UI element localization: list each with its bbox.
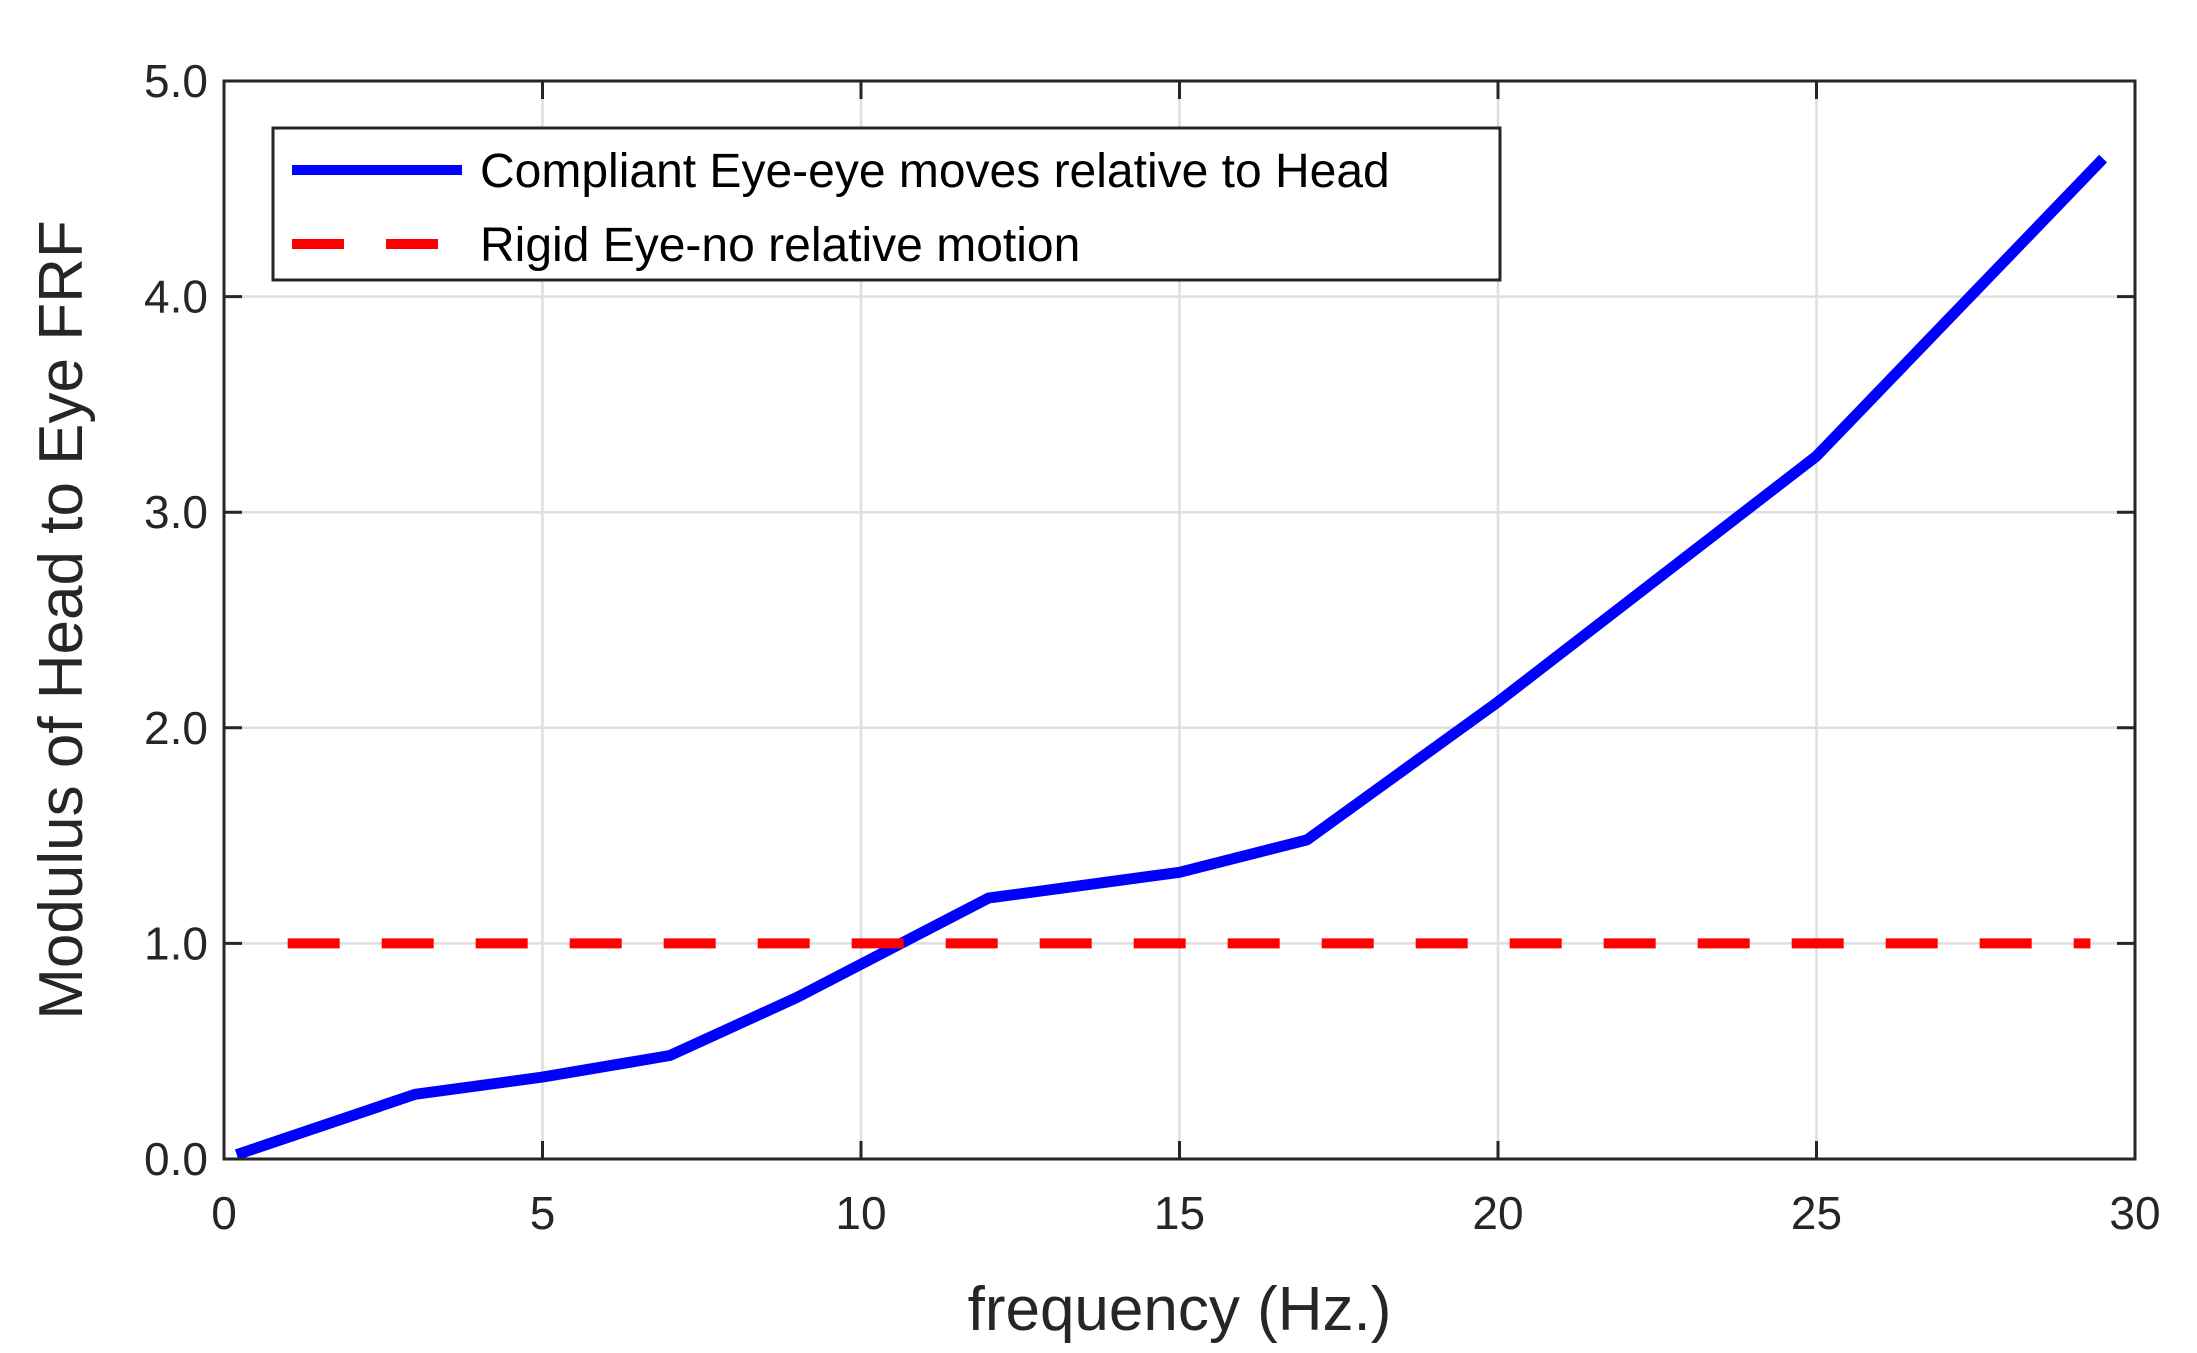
y-axis-label: Modulus of Head to Eye FRF	[27, 220, 96, 1019]
ticks	[222, 79, 2137, 1161]
y-tick-label: 5.0	[144, 55, 208, 107]
y-tick-label: 3.0	[144, 486, 208, 538]
y-tick-label: 2.0	[144, 702, 208, 754]
legend-box	[271, 126, 1502, 282]
legend-label-rigid: Rigid Eye-no relative motion	[480, 219, 1080, 272]
x-tick-label: 15	[1154, 1187, 1205, 1239]
x-tick-label: 25	[1791, 1187, 1842, 1239]
legend: Compliant Eye-eye moves relative to Head…	[271, 126, 1502, 282]
x-tick-label: 20	[1472, 1187, 1523, 1239]
x-tick-label: 0	[211, 1187, 237, 1239]
y-tick-label: 0.0	[144, 1133, 208, 1185]
x-tick-label: 5	[530, 1187, 556, 1239]
y-tick-label: 1.0	[144, 917, 208, 969]
series-layer	[234, 154, 2108, 1160]
x-tick-label: 10	[835, 1187, 886, 1239]
x-tick-label: 30	[2109, 1187, 2160, 1239]
tick-labels: 0 5 10 15 20 25 30 0.0 1.0 2.0 3.0 4.0 5.0	[144, 55, 2161, 1239]
y-tick-label: 4.0	[144, 271, 208, 323]
x-axis-label: frequency (Hz.)	[968, 1275, 1392, 1344]
series-line-compliant	[234, 154, 2108, 1160]
legend-label-compliant: Compliant Eye-eye moves relative to Head	[480, 145, 1390, 198]
